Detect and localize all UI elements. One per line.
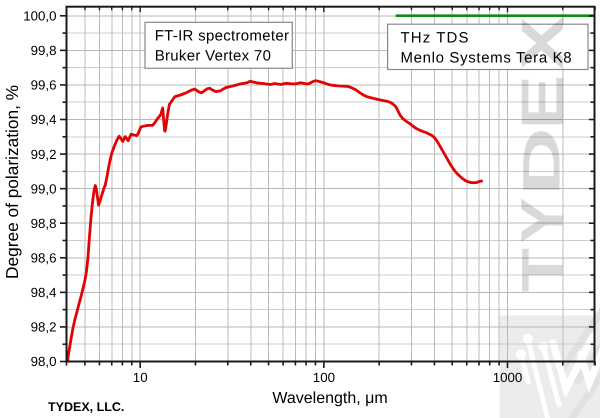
svg-text:X: X: [509, 16, 576, 70]
svg-text:Y: Y: [508, 197, 575, 243]
svg-text:D: D: [512, 127, 571, 196]
svg-text:98,6: 98,6: [31, 250, 57, 265]
svg-text:TYDEX, LLC.: TYDEX, LLC.: [48, 400, 124, 414]
svg-text:Bruker Vertex 70: Bruker Vertex 70: [155, 48, 272, 65]
svg-text:99,8: 99,8: [31, 43, 57, 58]
svg-text:10: 10: [133, 370, 148, 385]
svg-text:E: E: [509, 75, 576, 130]
svg-text:100,0: 100,0: [23, 9, 56, 24]
svg-text:Wavelength, μm: Wavelength, μm: [272, 390, 387, 407]
svg-text:98,4: 98,4: [31, 285, 57, 300]
svg-text:FT-IR spectrometer: FT-IR spectrometer: [155, 28, 290, 45]
svg-text:100: 100: [313, 370, 335, 385]
svg-text:98,8: 98,8: [31, 216, 57, 231]
svg-text:1000: 1000: [493, 370, 523, 385]
svg-text:THz TDS: THz TDS: [401, 29, 470, 46]
svg-text:T: T: [510, 248, 575, 292]
svg-text:98,2: 98,2: [31, 320, 57, 335]
svg-text:99,2: 99,2: [31, 147, 57, 162]
svg-text:99,4: 99,4: [31, 112, 57, 127]
svg-text:98,0: 98,0: [31, 354, 57, 369]
svg-text:Menlo Systems Tera K8: Menlo Systems Tera K8: [401, 49, 573, 66]
svg-text:99,0: 99,0: [31, 181, 57, 196]
svg-text:Degree of polarization, %: Degree of polarization, %: [2, 85, 22, 279]
svg-text:99,6: 99,6: [31, 78, 57, 93]
